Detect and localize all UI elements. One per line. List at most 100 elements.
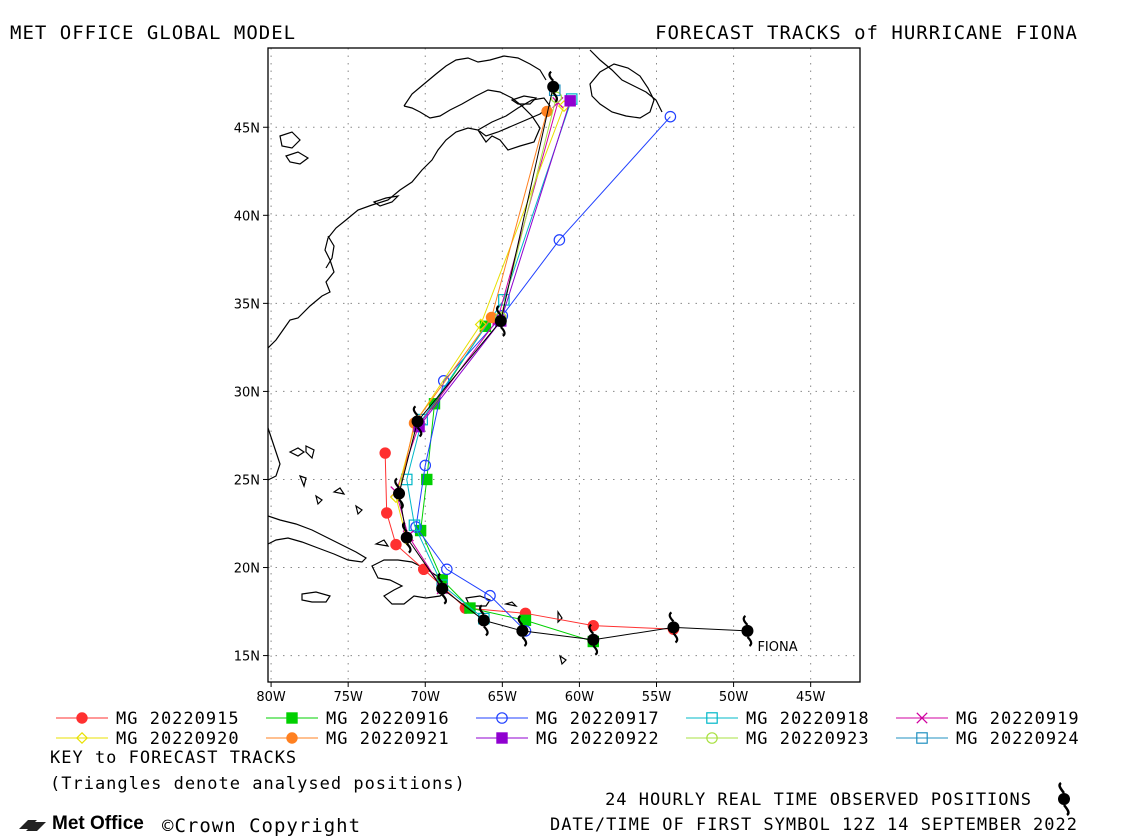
forecast-point <box>381 507 393 519</box>
antilles-2 <box>559 654 567 666</box>
legend-label: MG 20220924 <box>956 729 1080 749</box>
forecast-point <box>564 95 576 107</box>
florida <box>268 427 281 481</box>
y-tick-label: 25N <box>234 473 260 488</box>
legend-marker <box>496 712 508 724</box>
x-axis-ticks: 80W 75W 70W 65W 60W 55W 50W 45W <box>256 682 826 705</box>
plot-frame <box>267 47 861 683</box>
key-title: KEY to FORECAST TRACKS <box>50 748 298 768</box>
gridlines <box>268 48 860 682</box>
legend-marker <box>75 731 89 745</box>
logo-text: Met Office <box>52 813 144 834</box>
legend-label: MG 20220922 <box>536 729 660 749</box>
hurricane-symbol-arm <box>495 305 502 316</box>
hurricane-symbol-arm <box>405 542 412 554</box>
hurricane-symbol <box>411 405 424 438</box>
forecast-point <box>474 318 487 331</box>
y-tick-label: 35N <box>234 297 260 312</box>
hurricane-symbol-eye <box>411 415 424 428</box>
hurricane-symbol-arm <box>742 615 749 626</box>
legend: MG 20220915 MG 20220916 MG 20220917 MG 2022… <box>56 709 1080 749</box>
forecast-point <box>390 538 402 551</box>
legend-label: MG 20220918 <box>746 709 870 729</box>
legend-marker <box>916 712 928 724</box>
hurricane-symbol-arm <box>478 604 485 616</box>
cuba <box>268 515 367 563</box>
legend-marker <box>76 712 88 724</box>
great-lakes-shore <box>279 131 310 165</box>
hurricane-symbol <box>393 477 406 510</box>
hurricane-symbol-arm <box>412 405 419 417</box>
hurricane-symbol-icon <box>1058 782 1070 816</box>
hurricane-symbol-arm <box>521 636 528 647</box>
hurricane-symbol <box>477 604 490 637</box>
forecast-point <box>419 459 432 472</box>
copyright-text: Crown Copyright <box>174 815 362 837</box>
forecast-point <box>400 473 413 486</box>
met-office-logo-icon <box>19 820 46 831</box>
legend-label: MG 20220916 <box>326 709 450 729</box>
hurricane-symbol-arm <box>394 477 400 489</box>
forecast-point <box>441 563 453 576</box>
x-tick-label: 60W <box>565 690 595 705</box>
virgin-islands <box>503 601 518 607</box>
labrador-coast <box>589 49 663 113</box>
legend-label: MG 20220919 <box>956 709 1080 729</box>
observed-positions-note: 24 HOURLY REAL TIME OBSERVED POSITIONS <box>605 790 1032 810</box>
forecast-track-line <box>420 325 594 642</box>
legend-label: MG 20220915 <box>116 709 240 729</box>
y-tick-label: 45N <box>234 121 260 136</box>
key-subtitle: (Triangles denote analysed positions) <box>50 774 466 794</box>
y-tick-label: 40N <box>234 209 260 224</box>
hurricane-symbol-arm <box>672 632 679 644</box>
hurricane-symbol-eye <box>516 624 529 637</box>
legend-label: MG 20220920 <box>116 729 240 749</box>
x-tick-label: 65W <box>488 690 518 705</box>
y-tick-label: 20N <box>234 562 260 577</box>
bahamas-6 <box>355 504 363 516</box>
forecast-track <box>410 110 677 637</box>
copyright-icon: © <box>162 815 175 837</box>
hurricane-symbol-eye <box>436 582 449 595</box>
hurricane-symbol-arm <box>668 611 675 623</box>
hurricane-symbol <box>516 615 529 647</box>
hurricane-symbol-eye <box>667 621 680 634</box>
legend-marker <box>286 732 298 744</box>
chart-title: FORECAST TRACKS of HURRICANE FIONA <box>655 22 1078 44</box>
hurricane-symbol-eye <box>741 624 754 637</box>
legend-marker <box>496 732 508 744</box>
hurricane-symbol-eye <box>477 614 490 627</box>
storm-name-label: FIONA <box>757 640 797 655</box>
x-tick-label: 80W <box>256 690 286 705</box>
forecast-point <box>421 473 433 486</box>
x-tick-label: 70W <box>411 690 441 705</box>
forecast-point <box>664 110 677 123</box>
forecast-track-line <box>398 111 548 494</box>
hurricane-symbol-arm <box>548 70 555 82</box>
coastlines <box>268 49 663 666</box>
hurricane-symbol-arm <box>499 326 506 337</box>
hurricane-symbol <box>547 70 560 103</box>
hurricane-symbol <box>494 305 507 337</box>
forecast-point <box>408 519 421 532</box>
hurricane-symbol-arm <box>437 572 444 584</box>
forecast-point <box>410 521 422 533</box>
observed-positions <box>393 70 754 656</box>
jamaica <box>301 591 331 603</box>
y-axis-ticks: 15N 20N 25N 30N 35N 40N 45N <box>234 121 268 665</box>
long-island <box>372 195 400 207</box>
x-tick-label: 75W <box>333 690 363 705</box>
x-tick-label: 50W <box>719 690 749 705</box>
st-lawrence-coast <box>403 55 547 107</box>
hurricane-symbol <box>667 611 680 644</box>
forecast-point <box>484 589 496 602</box>
met-office-logo: Met Office <box>18 813 144 835</box>
hurricane-symbol-arm <box>416 426 423 438</box>
newfoundland <box>589 63 655 119</box>
hurricane-symbol <box>741 615 754 647</box>
forecast-track-line <box>395 102 559 589</box>
bahamas-4 <box>315 494 323 506</box>
chesapeake <box>325 235 335 269</box>
plot-background <box>268 48 860 682</box>
